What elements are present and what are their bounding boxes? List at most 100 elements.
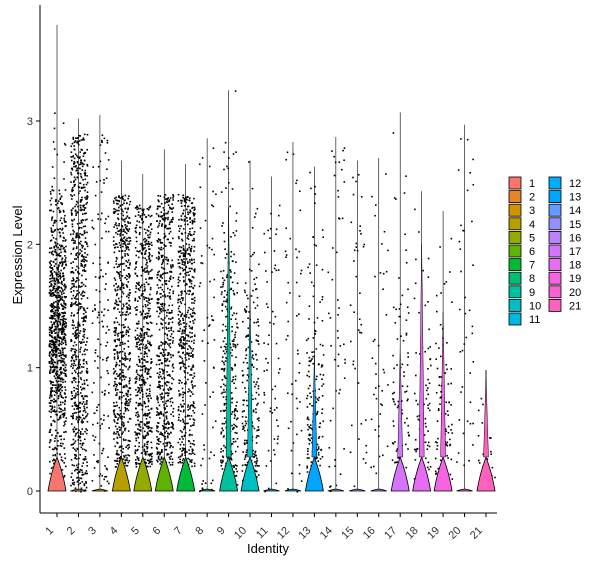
data-point: [80, 260, 83, 263]
data-point: [55, 320, 57, 322]
data-point: [126, 225, 128, 227]
data-point: [97, 338, 99, 340]
data-point: [164, 445, 166, 448]
data-point: [53, 337, 55, 339]
data-point: [232, 378, 234, 381]
data-point: [145, 452, 147, 455]
data-point: [50, 411, 52, 413]
data-point: [138, 432, 140, 435]
data-point: [182, 449, 184, 451]
data-point: [113, 211, 115, 213]
data-point: [143, 332, 146, 335]
data-point: [83, 270, 86, 273]
data-point: [194, 318, 196, 321]
data-point: [194, 299, 196, 302]
data-point: [112, 372, 115, 375]
data-point: [72, 413, 74, 415]
data-point: [122, 331, 124, 333]
data-point: [79, 454, 81, 456]
data-point: [246, 379, 248, 382]
data-point: [145, 406, 147, 408]
data-point: [192, 356, 194, 358]
data-point: [194, 312, 196, 315]
data-point: [75, 405, 78, 408]
data-point: [49, 334, 52, 337]
data-point: [83, 172, 86, 174]
data-point: [72, 278, 75, 281]
data-point: [54, 420, 56, 423]
data-point: [230, 318, 232, 320]
data-point: [157, 232, 160, 234]
data-point: [193, 462, 196, 465]
data-point: [55, 374, 58, 376]
data-point: [139, 232, 141, 234]
data-point: [159, 433, 161, 435]
data-point: [233, 382, 235, 384]
data-point: [65, 239, 67, 241]
data-point: [136, 341, 138, 344]
data-point: [139, 421, 142, 423]
data-point: [139, 429, 142, 431]
data-point: [144, 288, 146, 290]
data-point: [60, 261, 63, 263]
data-point: [138, 347, 141, 349]
data-point: [79, 372, 82, 374]
data-point: [140, 274, 143, 277]
data-point: [178, 262, 181, 264]
data-point: [82, 205, 85, 208]
data-point: [57, 280, 60, 283]
data-point: [179, 455, 182, 458]
data-point: [71, 357, 73, 360]
data-point: [72, 261, 74, 263]
data-point: [172, 207, 175, 209]
data-point: [116, 452, 119, 455]
data-point: [61, 319, 63, 321]
data-point: [76, 141, 78, 144]
data-point: [189, 197, 191, 199]
data-point: [182, 405, 184, 408]
data-point: [71, 270, 74, 273]
data-point: [182, 196, 184, 199]
data-point: [161, 377, 163, 380]
data-point: [125, 311, 128, 313]
data-point: [127, 409, 130, 412]
data-point: [231, 368, 234, 370]
data-point: [149, 315, 152, 317]
data-point: [183, 258, 185, 260]
data-point: [116, 404, 118, 407]
data-point: [148, 310, 150, 312]
data-point: [316, 443, 319, 446]
data-point: [162, 343, 164, 345]
data-point: [114, 445, 116, 448]
data-point: [143, 285, 146, 288]
data-point: [169, 335, 172, 338]
data-point: [185, 316, 188, 318]
data-point: [170, 271, 173, 273]
data-point: [146, 331, 148, 334]
data-point: [73, 231, 75, 233]
data-point: [178, 379, 180, 381]
data-point: [186, 217, 188, 219]
data-point: [165, 423, 167, 425]
data-point: [171, 203, 173, 205]
data-point: [81, 259, 84, 261]
data-point: [108, 482, 110, 485]
data-point: [78, 253, 80, 256]
data-point: [234, 343, 236, 346]
data-point: [187, 271, 189, 274]
data-point: [54, 447, 56, 450]
data-point: [63, 438, 65, 440]
data-point: [53, 321, 56, 324]
data-point: [221, 468, 224, 470]
data-point: [60, 331, 63, 333]
data-point: [143, 334, 145, 336]
data-point: [128, 267, 130, 269]
data-point: [52, 237, 55, 239]
data-point: [160, 395, 162, 398]
data-point: [144, 352, 147, 354]
data-point: [76, 201, 79, 204]
data-point: [231, 188, 234, 190]
data-point: [126, 308, 129, 311]
data-point: [135, 224, 138, 227]
data-point: [53, 370, 56, 372]
